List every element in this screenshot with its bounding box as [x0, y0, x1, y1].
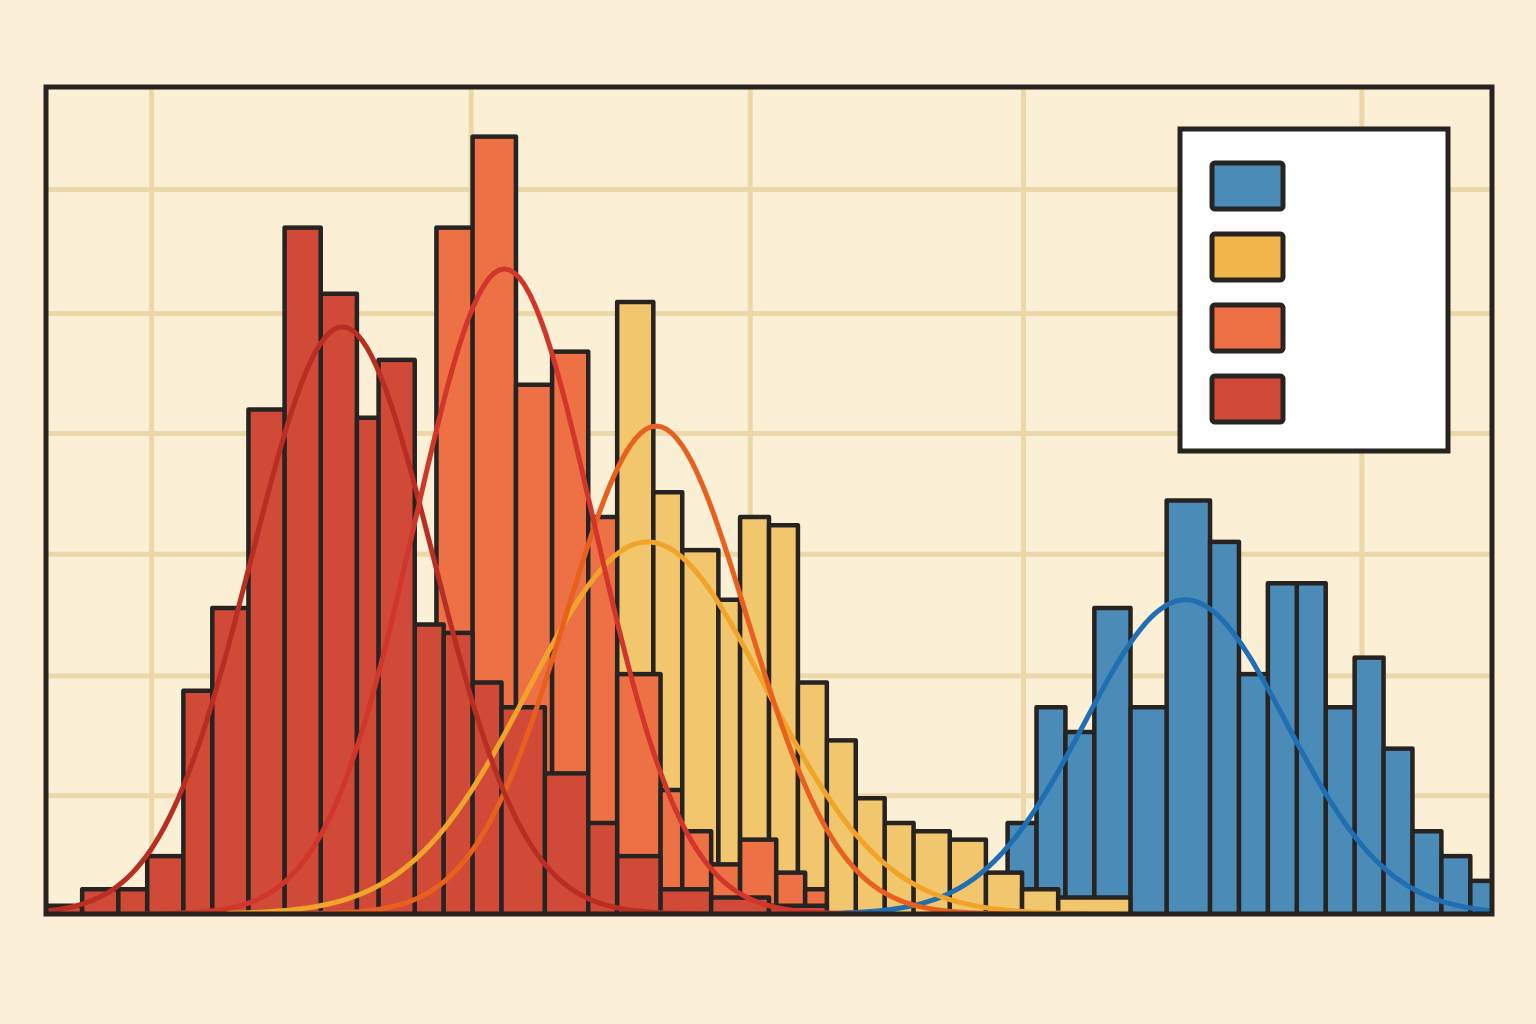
series-blue-bar	[1037, 707, 1066, 914]
series-red-bar	[357, 418, 379, 914]
series-blue-bar	[1239, 674, 1268, 914]
series-red-bar	[617, 856, 660, 914]
series-blue-bar	[1355, 658, 1384, 914]
legend	[1180, 129, 1448, 451]
series-red-bar	[379, 360, 415, 914]
series-blue-bar	[1167, 501, 1210, 915]
legend-swatch-series-yellow	[1212, 234, 1283, 280]
series-red-bar	[118, 889, 147, 914]
series-red-bar	[248, 410, 284, 914]
series-yellow-bar	[856, 798, 885, 914]
series-blue-bar	[1065, 732, 1094, 914]
series-red-bar	[501, 707, 544, 914]
series-red-bar	[415, 625, 444, 914]
series-red-bar	[285, 228, 321, 914]
series-blue-bar	[1326, 707, 1355, 914]
series-red-bar	[212, 608, 248, 914]
series-red-bar	[661, 889, 712, 914]
legend-swatch-series-orange	[1212, 305, 1283, 351]
series-blue-bar	[1268, 583, 1297, 914]
series-red-bar	[444, 633, 473, 914]
legend-swatch-series-blue	[1212, 163, 1283, 209]
series-blue-bar	[1131, 707, 1167, 914]
series-blue-bar	[1210, 542, 1239, 914]
series-blue-bar	[1384, 749, 1413, 914]
legend-swatch-series-red	[1212, 376, 1283, 422]
series-red-bar	[147, 856, 183, 914]
